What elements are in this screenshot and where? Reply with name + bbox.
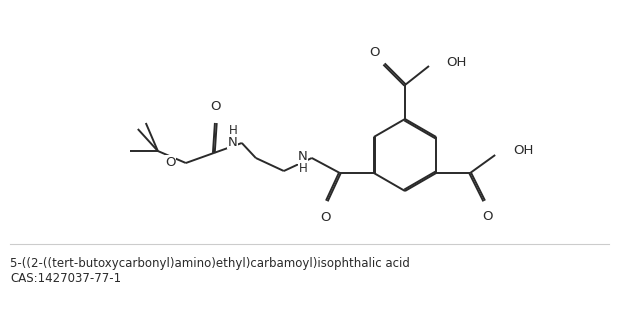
Text: O: O [210, 100, 221, 113]
Text: O: O [321, 211, 331, 224]
Text: O: O [165, 156, 176, 169]
Text: OH: OH [446, 55, 466, 68]
Text: CAS:1427037-77-1: CAS:1427037-77-1 [10, 272, 121, 285]
Text: OH: OH [513, 145, 534, 158]
Text: O: O [482, 210, 493, 223]
Text: H: H [229, 124, 238, 137]
Text: H: H [299, 163, 308, 176]
Text: O: O [370, 46, 380, 59]
Text: N: N [228, 135, 238, 148]
Text: 5-((2-((tert-butoxycarbonyl)amino)ethyl)carbamoyl)isophthalic acid: 5-((2-((tert-butoxycarbonyl)amino)ethyl)… [10, 257, 410, 270]
Text: N: N [298, 151, 308, 164]
